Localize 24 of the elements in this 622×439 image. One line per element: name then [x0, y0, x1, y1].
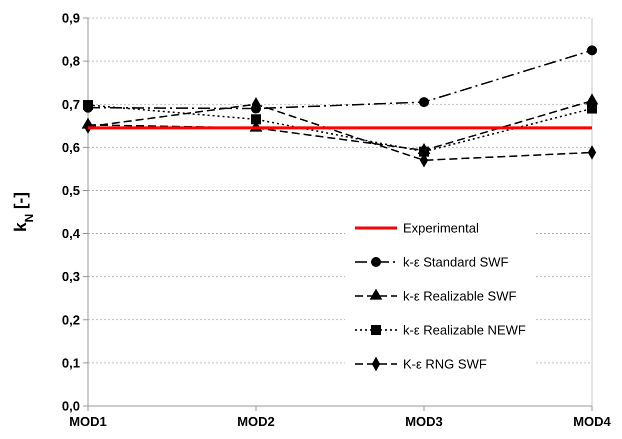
y-tick-label: 0,4: [62, 226, 81, 242]
y-tick-label: 0,0: [62, 398, 80, 414]
x-tick-label: MOD3: [405, 414, 443, 429]
legend-label: k-ε Standard SWF: [403, 254, 509, 270]
y-tick-label: 0,3: [62, 269, 80, 284]
y-tick-label: 0,5: [62, 182, 80, 198]
x-tick-label: MOD1: [69, 414, 107, 429]
legend-label: Experimental: [403, 220, 479, 236]
point: [587, 104, 597, 114]
y-tick-label: 0,9: [62, 10, 80, 26]
x-tick-label: MOD2: [237, 414, 275, 429]
x-tick-label: MOD4: [573, 414, 612, 429]
legend-label: K-ε RNG SWF: [403, 356, 487, 372]
y-tick-label: 0,2: [62, 312, 80, 328]
legend-label: k-ε Realizable NEWF: [403, 322, 526, 338]
y-tick-label: 0,6: [62, 140, 80, 155]
point: [251, 114, 261, 124]
y-tick-label: 0,1: [62, 355, 80, 370]
y-tick-label: 0,8: [62, 54, 80, 69]
y-tick-label: 0,7: [62, 96, 80, 112]
point: [251, 104, 261, 114]
point: [419, 97, 429, 108]
point: [587, 45, 597, 56]
legend-label: k-ε Realizable SWF: [403, 288, 516, 304]
